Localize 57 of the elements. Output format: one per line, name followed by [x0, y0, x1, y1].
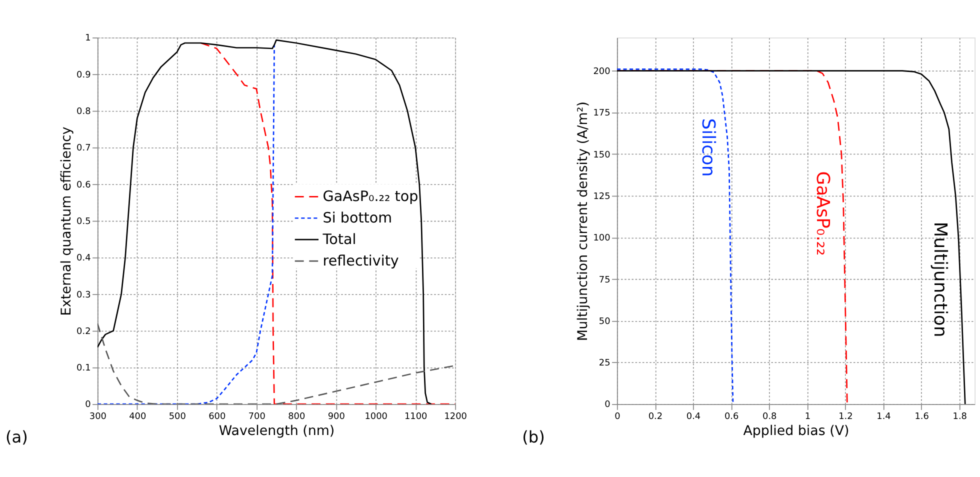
y-tick-label: 0.5 — [76, 216, 91, 227]
text: (a) — [5, 428, 28, 447]
x-tick-label: 1000 — [364, 412, 388, 422]
y-tick-label: 0.2 — [76, 326, 91, 337]
x-tick-label: 0 — [614, 412, 621, 422]
y-tick-label: 0 — [604, 400, 611, 410]
y-tick-label: 0.6 — [76, 180, 92, 190]
y-tick-label: 0 — [85, 400, 92, 410]
legend-label: Si bottom — [322, 210, 392, 227]
y-tick-label: 25 — [598, 358, 610, 369]
line-series — [616, 68, 734, 404]
y-tick-label: 0.8 — [76, 106, 92, 117]
y-tick-label: 150 — [593, 150, 611, 160]
x-axis-title: Applied bias (V) — [743, 424, 850, 439]
line-series — [200, 42, 456, 404]
x-tick-label: 1 — [804, 412, 811, 422]
y-tick-label: 50 — [598, 316, 611, 327]
x-tick-label: 1.6 — [914, 412, 930, 422]
x-tick-label: 500 — [168, 412, 186, 422]
legend-label: Total — [322, 232, 356, 248]
x-tick-label: 300 — [89, 412, 107, 422]
y-tick-label: 75 — [598, 275, 610, 286]
y-tick-label: 0.1 — [76, 364, 91, 374]
x-tick-label: 900 — [328, 412, 346, 422]
x-tick-label: 0.2 — [648, 412, 663, 422]
x-tick-label: 800 — [288, 412, 306, 422]
x-tick-label: 1.8 — [952, 412, 968, 422]
text: Silicon — [698, 118, 719, 177]
y-tick-label: 0.4 — [76, 254, 92, 264]
x-tick-label: 1200 — [444, 412, 468, 422]
x-tick-label: 0.4 — [686, 412, 701, 422]
x-tick-label: 400 — [129, 412, 146, 422]
x-tick-label: 1100 — [404, 412, 428, 422]
y-axis-title: External quantum efficiency — [59, 126, 74, 316]
line-series — [616, 70, 966, 404]
legend-label: GaAsP₀.₂₂ top — [322, 189, 418, 206]
x-axis-title: Wavelength (nm) — [218, 424, 335, 439]
x-tick-label: 700 — [248, 412, 266, 422]
legend-label: reflectivity — [322, 254, 400, 270]
y-tick-label: 200 — [593, 66, 611, 77]
x-tick-label: 0.6 — [724, 412, 739, 422]
text: (b) — [522, 428, 545, 447]
y-tick-label: 100 — [593, 234, 611, 244]
y-tick-label: 0.7 — [76, 144, 91, 154]
y-tick-label: 175 — [593, 108, 610, 119]
y-tick-label: 0.9 — [76, 70, 92, 80]
x-tick-label: 600 — [208, 412, 226, 422]
y-tick-label: 0.3 — [76, 290, 91, 300]
x-tick-label: 1.2 — [838, 412, 853, 422]
x-tick-label: 1.4 — [876, 412, 892, 422]
line-series — [97, 44, 275, 404]
text: Multijunction — [930, 222, 951, 338]
x-tick-label: 0.8 — [762, 412, 778, 422]
y-axis-title: Multijunction current density (A/m²) — [576, 102, 591, 341]
text: GaAsP₀.₂₂ — [812, 171, 833, 256]
y-tick-label: 125 — [593, 192, 610, 202]
y-tick-label: 1 — [85, 34, 91, 44]
